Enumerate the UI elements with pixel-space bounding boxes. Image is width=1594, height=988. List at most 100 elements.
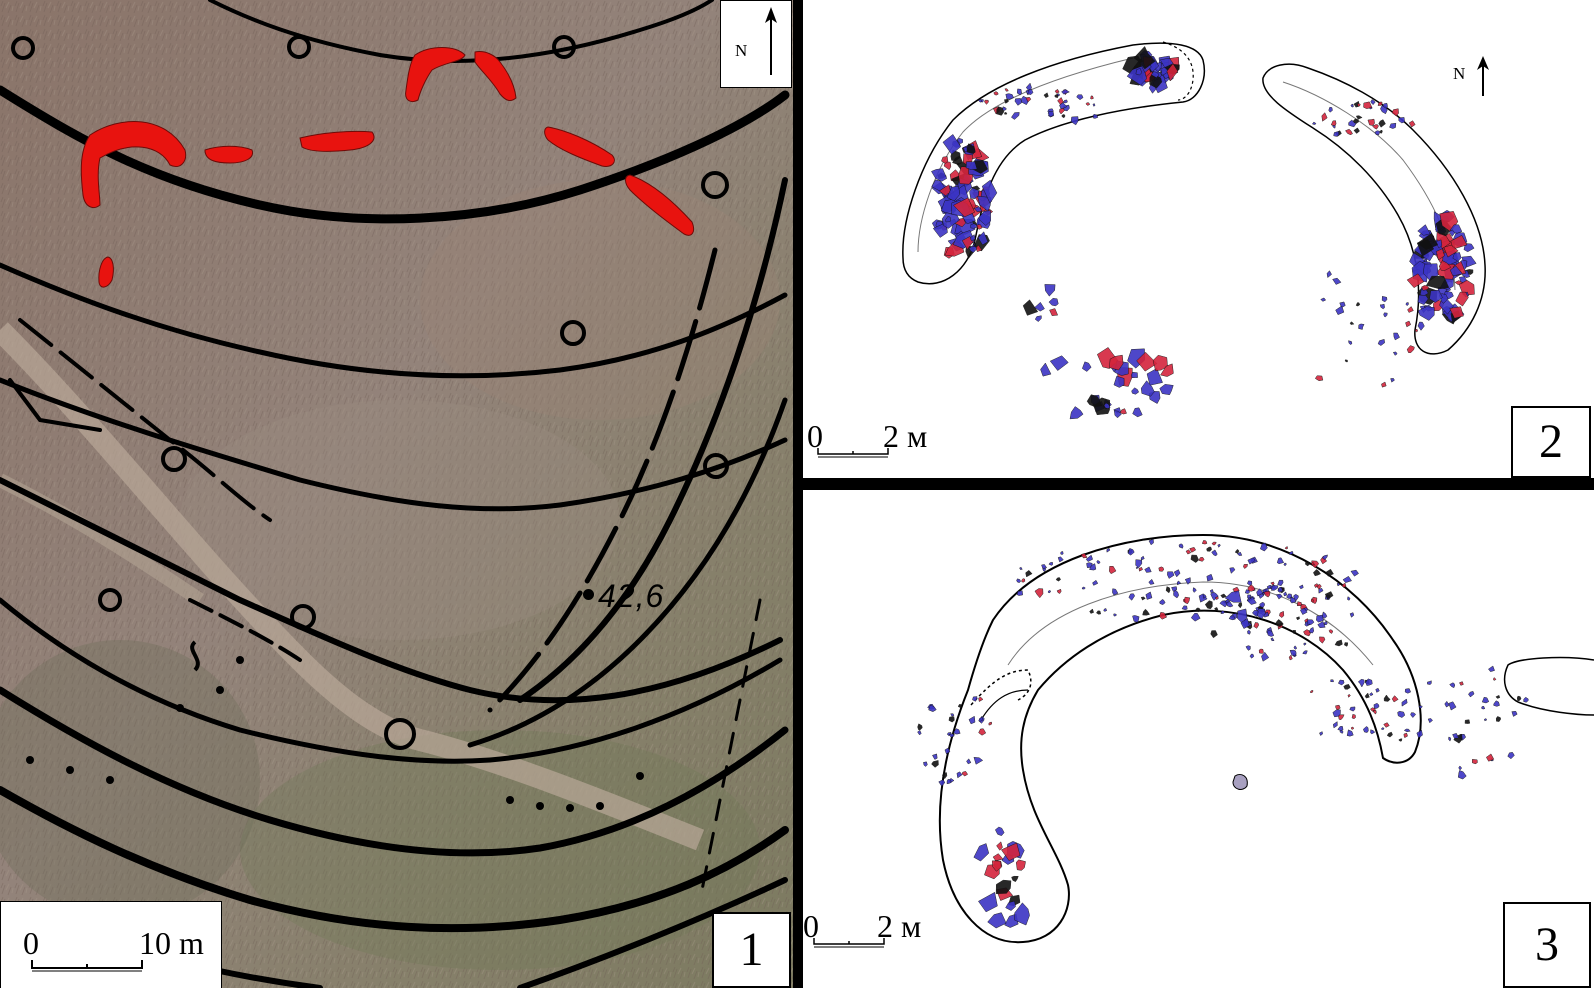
find-mark bbox=[1448, 736, 1452, 742]
find-mark bbox=[1148, 578, 1155, 585]
find-mark bbox=[1173, 589, 1180, 599]
find-mark bbox=[1081, 586, 1086, 590]
find-mark bbox=[1372, 710, 1377, 715]
find-mark bbox=[977, 231, 989, 246]
find-mark bbox=[981, 179, 998, 204]
find-mark bbox=[1312, 569, 1321, 577]
find-mark bbox=[1025, 96, 1032, 103]
find-mark bbox=[1061, 114, 1066, 119]
find-mark bbox=[969, 234, 976, 242]
find-mark bbox=[1138, 566, 1143, 572]
panel-number-2: 2 bbox=[1511, 406, 1591, 478]
find-mark bbox=[950, 713, 955, 717]
find-mark bbox=[1085, 102, 1091, 106]
find-mark bbox=[1047, 590, 1051, 594]
find-mark bbox=[1238, 602, 1243, 609]
find-mark bbox=[917, 723, 923, 731]
find-mark bbox=[1392, 351, 1398, 356]
find-mark bbox=[1246, 580, 1253, 586]
find-mark bbox=[966, 758, 972, 765]
find-mark bbox=[1005, 900, 1016, 911]
find-mark bbox=[1089, 563, 1097, 571]
find-mark bbox=[1258, 648, 1264, 654]
find-mark bbox=[978, 728, 987, 736]
find-mark bbox=[1214, 607, 1219, 611]
find-mark bbox=[1277, 579, 1284, 587]
find-mark bbox=[1283, 562, 1287, 567]
find-mark bbox=[1043, 92, 1049, 99]
find-mark bbox=[1407, 306, 1414, 313]
find-mark bbox=[1062, 99, 1068, 104]
find-mark bbox=[1417, 306, 1435, 321]
find-mark bbox=[1382, 102, 1388, 109]
find-mark bbox=[995, 879, 1012, 894]
find-mark bbox=[1289, 649, 1297, 657]
find-mark bbox=[1034, 315, 1042, 322]
find-mark bbox=[1398, 738, 1403, 742]
find-mark bbox=[1113, 375, 1125, 388]
find-mark bbox=[1438, 260, 1452, 271]
find-mark bbox=[1313, 583, 1319, 588]
find-mark bbox=[1089, 608, 1095, 614]
find-mark bbox=[1249, 653, 1255, 659]
find-mark bbox=[973, 843, 990, 862]
find-mark bbox=[1061, 89, 1070, 95]
find-mark bbox=[1092, 113, 1099, 119]
find-mark bbox=[1004, 88, 1009, 92]
find-mark bbox=[1459, 681, 1464, 686]
find-mark bbox=[956, 771, 963, 779]
find-mark bbox=[1206, 546, 1212, 552]
scale-end-label-3: 2 м bbox=[877, 908, 922, 944]
find-mark bbox=[1404, 688, 1412, 694]
find-mark bbox=[1047, 110, 1055, 118]
find-mark bbox=[1119, 408, 1127, 415]
find-mark bbox=[1192, 587, 1197, 593]
north-arrow-icon bbox=[765, 7, 777, 75]
find-mark bbox=[1444, 700, 1450, 708]
find-mark bbox=[1148, 538, 1154, 546]
find-mark bbox=[1140, 596, 1146, 601]
find-mark bbox=[1403, 728, 1411, 733]
find-mark bbox=[1295, 616, 1300, 621]
find-mark bbox=[1403, 732, 1408, 739]
find-mark bbox=[1244, 589, 1250, 594]
find-mark bbox=[1296, 601, 1302, 607]
find-mark bbox=[1184, 596, 1191, 605]
find-mark bbox=[1328, 106, 1333, 113]
find-mark bbox=[973, 757, 984, 765]
find-mark bbox=[1320, 297, 1327, 302]
find-mark bbox=[1135, 559, 1143, 569]
find-mark bbox=[1349, 321, 1355, 325]
find-mark bbox=[1379, 129, 1383, 134]
panel-number: 1 bbox=[712, 912, 791, 988]
find-mark bbox=[1224, 590, 1242, 603]
find-mark bbox=[1344, 642, 1349, 647]
find-mark bbox=[1375, 687, 1380, 693]
find-mark bbox=[968, 245, 977, 253]
find-mark bbox=[1198, 556, 1205, 562]
find-mark bbox=[1140, 555, 1145, 561]
find-mark bbox=[1463, 243, 1475, 253]
find-mark bbox=[1381, 295, 1388, 303]
find-mark bbox=[1349, 612, 1355, 618]
find-mark bbox=[1306, 619, 1315, 625]
find-mark bbox=[992, 853, 1004, 861]
find-mark bbox=[978, 696, 984, 702]
find-mark bbox=[1014, 902, 1030, 926]
find-mark bbox=[1347, 596, 1351, 601]
find-mark bbox=[1270, 585, 1279, 591]
find-mark bbox=[1253, 622, 1260, 629]
find-mark bbox=[1135, 68, 1143, 76]
find-mark bbox=[1348, 340, 1353, 346]
find-mark bbox=[1377, 101, 1383, 106]
find-mark bbox=[1150, 71, 1160, 79]
find-mark bbox=[973, 206, 983, 213]
find-mark bbox=[1449, 306, 1464, 319]
find-mark bbox=[1085, 554, 1094, 562]
find-mark bbox=[948, 733, 955, 738]
find-mark bbox=[1417, 224, 1431, 236]
find-mark bbox=[1263, 591, 1271, 598]
find-mark bbox=[1417, 294, 1429, 306]
find-mark bbox=[1418, 705, 1423, 709]
find-mark bbox=[1401, 698, 1408, 707]
